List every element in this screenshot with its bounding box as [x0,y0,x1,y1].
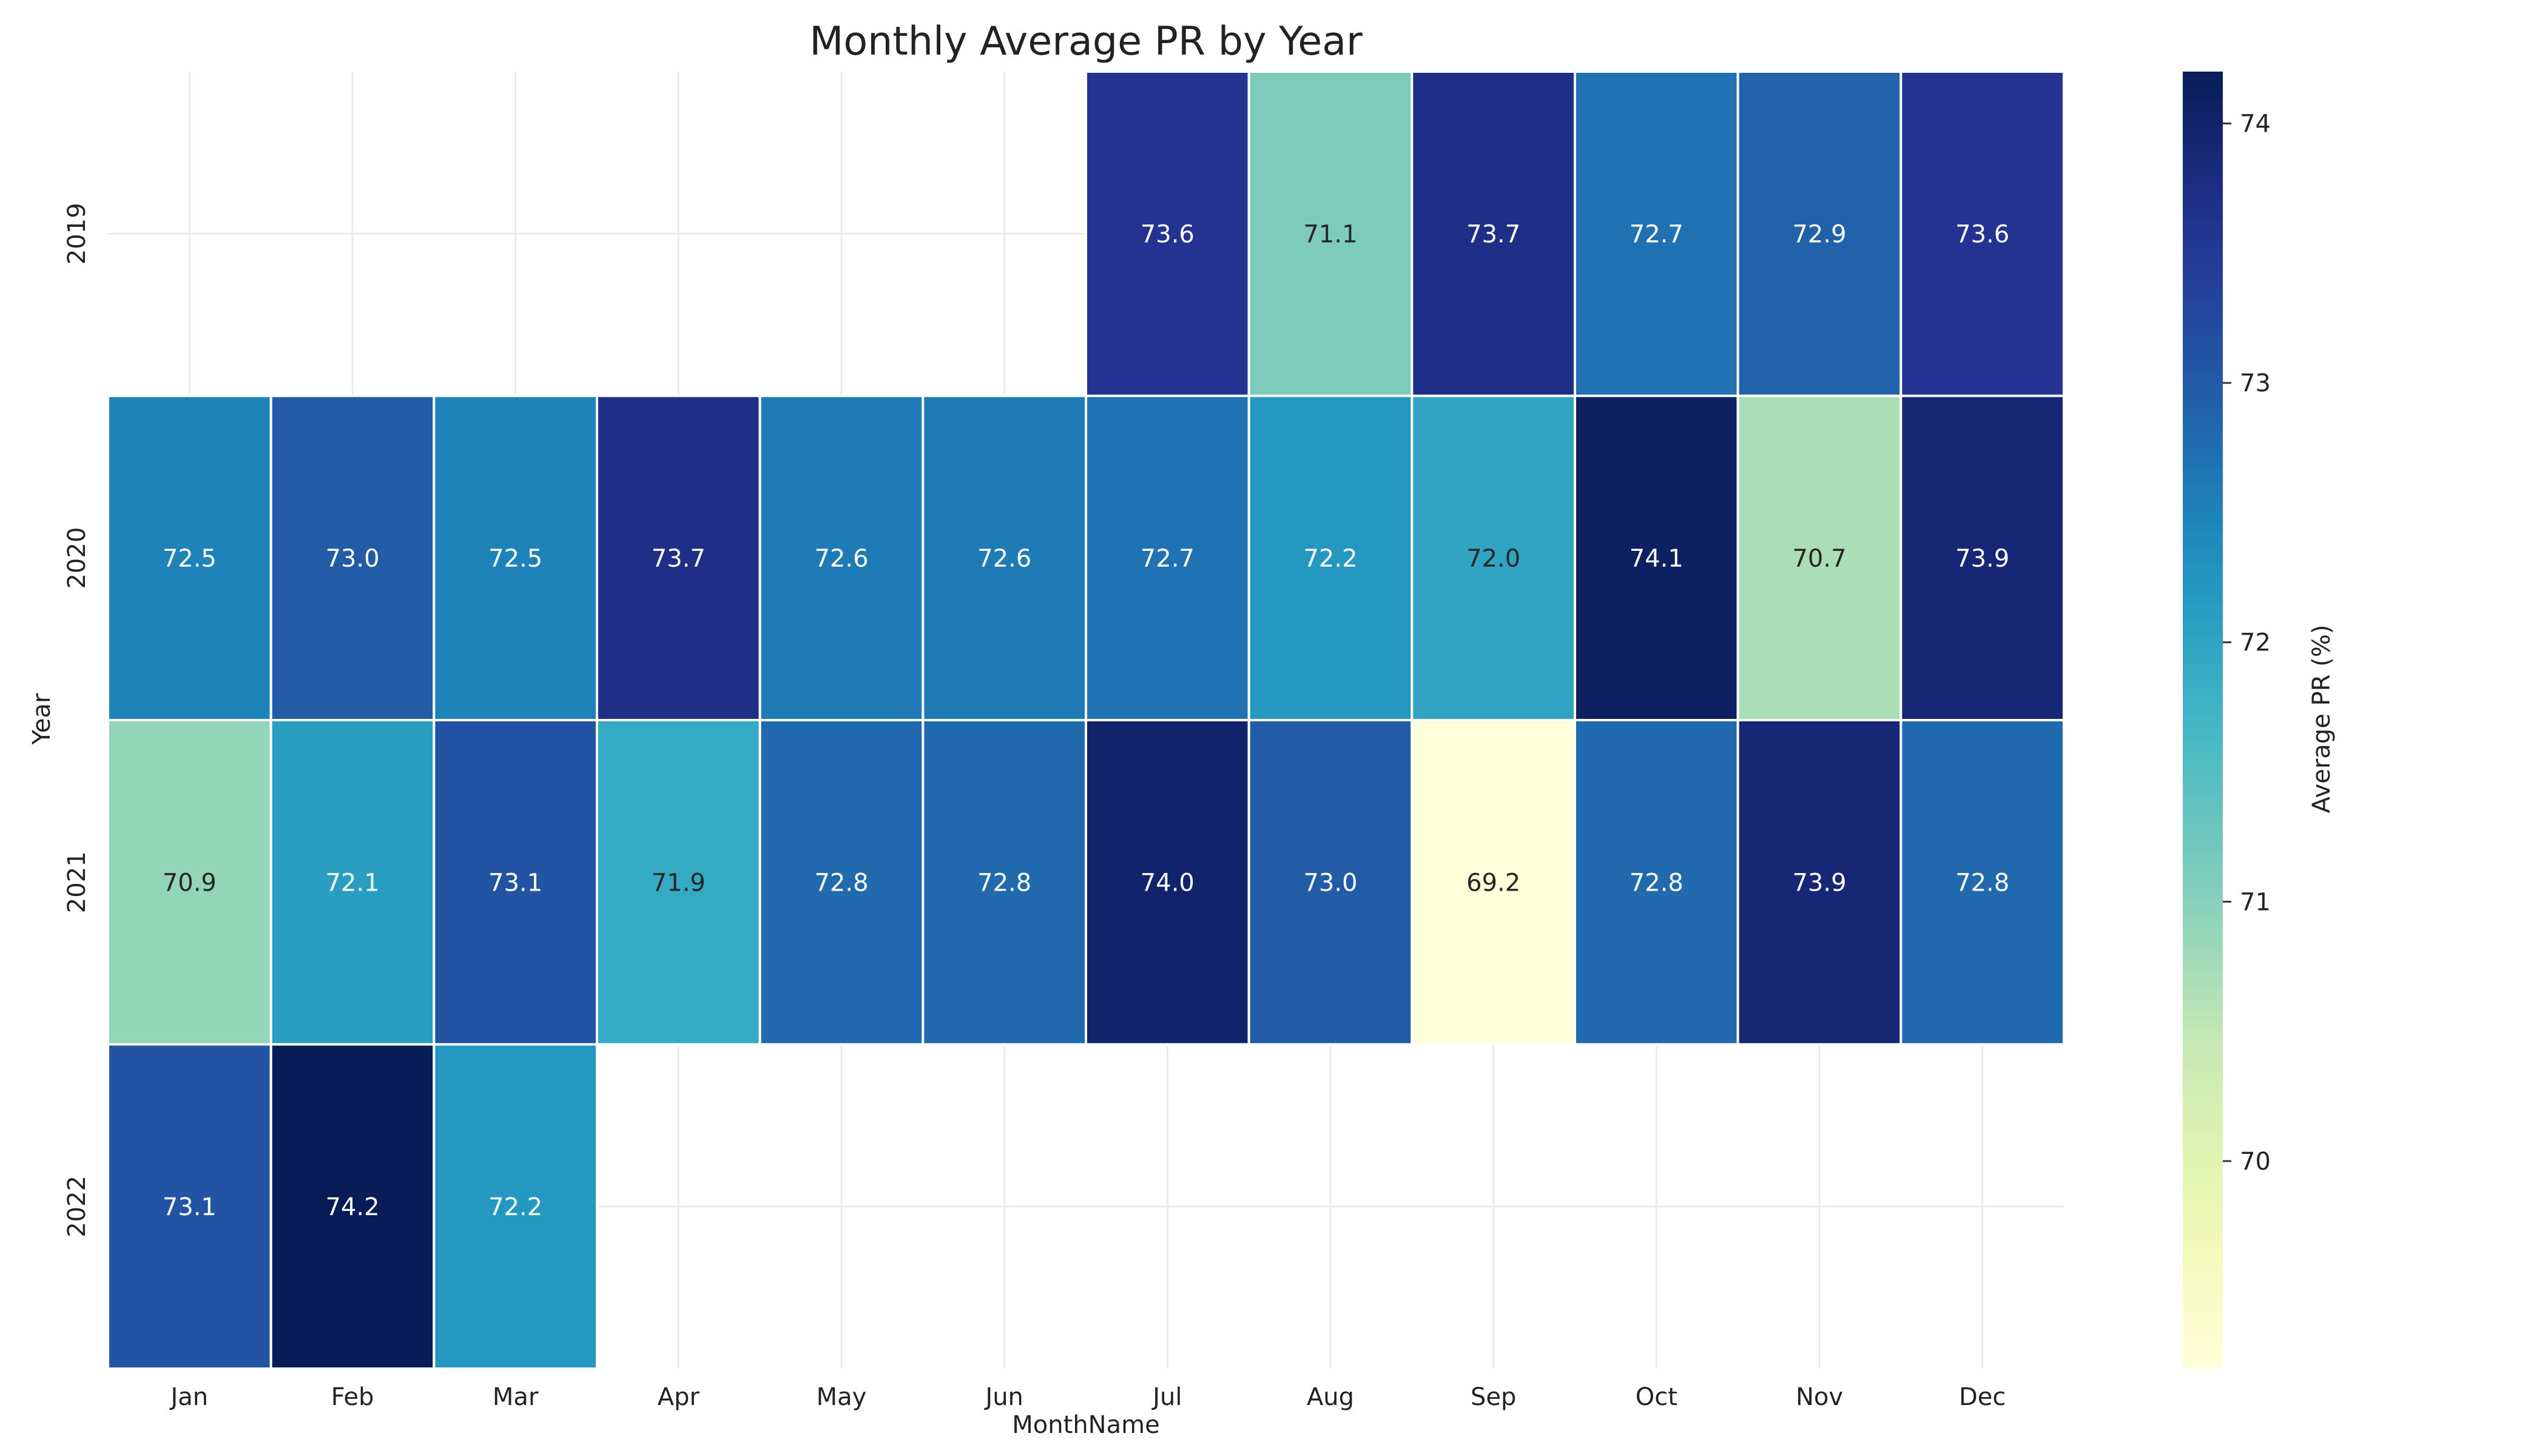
heatmap-cell [433,1043,598,1370]
heatmap-cell [107,1043,272,1370]
heatmap-cell [433,394,598,721]
heatmap-cell [758,394,925,721]
x-tick-label: Sep [1471,1383,1516,1411]
heatmap-cell [1899,394,2065,721]
x-tick-label: Nov [1796,1383,1843,1411]
heatmap-cell [1574,70,1739,397]
heatmap-cell [1574,719,1739,1046]
cell-value-label: 72.5 [488,545,542,573]
heatmap-cell [922,394,1088,721]
cell-value-label: 74.0 [1141,869,1195,897]
chart-title: Monthly Average PR by Year [809,19,1363,64]
cell-value-label: 72.7 [1630,220,1684,248]
heatmap-cell [1410,394,1576,721]
cell-value-label: 73.7 [652,545,706,573]
cell-value-label: 73.6 [1141,220,1195,248]
cell-value-label: 73.0 [325,545,379,573]
cell-value-label: 72.8 [814,869,868,897]
cell-value-label: 73.0 [1303,869,1357,897]
heatmap-cell [1410,719,1576,1046]
colorbar-label: Average PR (%) [2308,625,2336,814]
heatmap-cell [1899,719,2065,1046]
heatmap-cell [269,719,436,1046]
cell-value-label: 74.1 [1630,545,1684,573]
cell-value-label: 72.5 [163,545,217,573]
x-tick-label: Jul [1151,1383,1182,1411]
heatmap-cell [1247,394,1414,721]
heatmap-cell [1085,394,1250,721]
colorbar-tick-label: 71 [2240,888,2271,916]
cell-value-label: 72.2 [1303,545,1357,573]
x-tick-label: Jun [983,1383,1023,1411]
y-tick-label: 2021 [63,851,91,913]
heatmap-cell [107,394,272,721]
heatmap-cell [596,719,761,1046]
cell-value-label: 70.9 [163,869,217,897]
heatmap-cell [1085,70,1250,397]
y-axis-label: Year [28,693,56,745]
x-tick-label: Feb [331,1383,374,1411]
cell-value-label: 72.8 [977,869,1031,897]
cell-value-label: 73.9 [1792,869,1846,897]
y-tick-label: 2022 [63,1176,91,1238]
colorbar-gradient [2183,72,2223,1369]
heatmap-cell [269,1043,436,1370]
cell-value-label: 72.9 [1792,220,1846,248]
heatmap-cell [433,719,598,1046]
heatmap-cell [1574,394,1739,721]
cell-value-label: 74.2 [325,1193,379,1221]
cell-value-label: 73.7 [1466,220,1520,248]
cell-value-label: 73.6 [1955,220,2009,248]
cell-value-label: 73.1 [163,1193,217,1221]
x-tick-label: Apr [658,1383,700,1411]
x-tick-label: Oct [1636,1383,1677,1411]
cell-value-label: 72.7 [1141,545,1195,573]
x-tick-label: Jan [169,1383,208,1411]
heatmap-cell [107,719,272,1046]
y-tick-labels: 2019 2020 2021 2022 [63,203,91,1237]
x-tick-label: May [817,1383,867,1411]
cell-value-label: 73.1 [488,869,542,897]
heatmap-cell [596,394,761,721]
x-axis-label: MonthName [1012,1411,1159,1439]
cell-value-label: 72.8 [1630,869,1684,897]
cell-value-label: 72.0 [1466,545,1520,573]
y-tick-label: 2019 [63,203,91,265]
heatmap-cells [107,70,2065,1370]
cell-value-label: 72.8 [1955,869,2009,897]
cell-value-label: 71.1 [1303,220,1357,248]
heatmap-cell [758,719,925,1046]
colorbar-tick-label: 73 [2240,369,2271,397]
cell-value-label: 73.9 [1955,545,2009,573]
colorbar-ticks: 70 71 72 73 74 [2223,110,2271,1176]
x-tick-label: Mar [493,1383,539,1411]
cell-value-label: 72.6 [814,545,868,573]
cell-value-label: 72.1 [325,869,379,897]
x-tick-labels: Jan Feb Mar Apr May Jun Jul Aug Sep Oct Nov Dec [169,1383,2006,1411]
cell-value-label: 72.2 [488,1193,542,1221]
heatmap-cell [1736,394,1903,721]
cell-value-label: 70.7 [1792,545,1846,573]
colorbar-tick-label: 74 [2240,110,2271,138]
cell-value-labels: 73.6 71.1 73.7 72.7 72.9 73.6 72.5 73.0 72.5 73.7… [163,220,2009,1221]
y-tick-label: 2020 [63,527,91,589]
heatmap-cell [1736,70,1903,397]
heatmap-cell [1247,719,1414,1046]
cell-value-label: 69.2 [1466,869,1520,897]
colorbar-tick-label: 70 [2240,1148,2271,1176]
colorbar-tick-label: 72 [2240,629,2271,657]
colorbar: 70 71 72 73 74 [2183,72,2271,1369]
cell-value-label: 71.9 [652,869,706,897]
heatmap-cell [1899,70,2065,397]
cell-value-label: 72.6 [977,545,1031,573]
x-tick-label: Dec [1959,1383,2006,1411]
x-tick-label: Aug [1307,1383,1354,1411]
